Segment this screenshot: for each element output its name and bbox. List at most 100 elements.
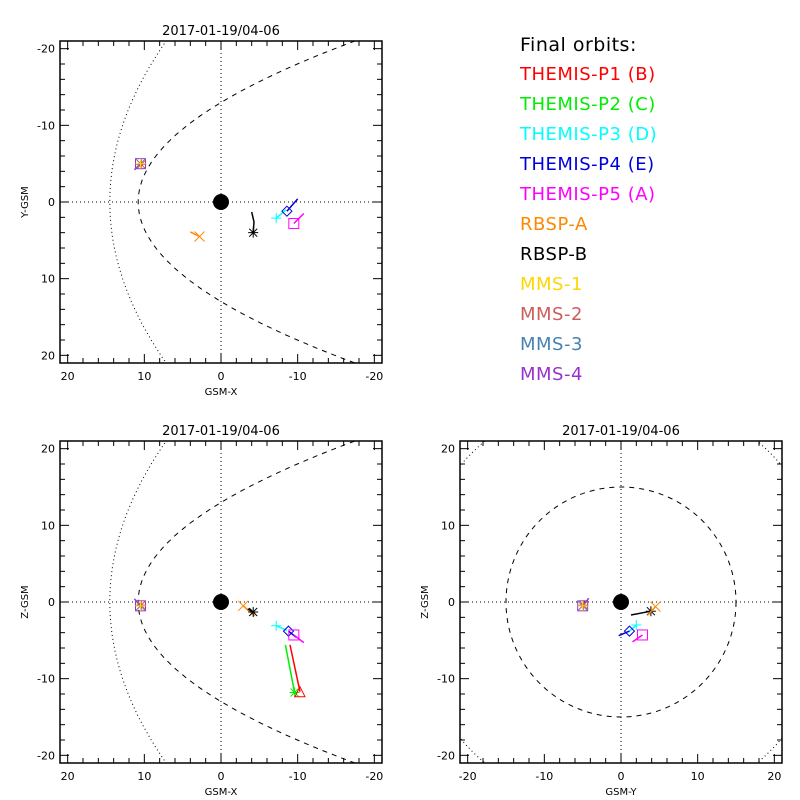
x-axis-label: GSM-Y [605, 787, 637, 798]
diamond-marker [623, 625, 636, 637]
asterisk-marker [289, 687, 300, 698]
plus-marker [631, 620, 642, 630]
x-tick-label: 20 [61, 370, 75, 383]
plot-area [460, 441, 782, 763]
x-tick-label: -10 [535, 770, 553, 783]
plus-marker [135, 158, 146, 169]
magnetopause-circle [505, 486, 737, 718]
earth-marker [213, 594, 229, 610]
y-tick-label: 20 [441, 443, 455, 456]
legend-title: Final orbits: [520, 34, 637, 56]
panel-1: 2017-01-19/04-06 GSM-X Y-GSM 20 10 0 -10 -20 -20… [20, 24, 383, 398]
legend-item-themis-p4: THEMIS-P4 (E) [520, 154, 655, 175]
legend-item-themis-p2: THEMIS-P2 (C) [520, 94, 656, 115]
x-tick-label: -20 [365, 770, 383, 783]
spacecraft-themis-p3-d [271, 209, 287, 224]
plot-area [60, 441, 382, 763]
bow-shock-circle [460, 441, 782, 763]
plot-frame [459, 440, 783, 764]
y-tick-label: 10 [441, 519, 455, 532]
spacecraft-themis-p3-d [271, 620, 288, 632]
spacecraft-themis-p4-e [281, 198, 299, 217]
spacecraft-rbsp-b [247, 606, 259, 617]
x-tick-label: -10 [289, 370, 307, 383]
x-tick-label: 0 [618, 770, 625, 783]
y-tick-label: -10 [37, 673, 55, 686]
legend-item-themis-p1: THEMIS-P1 (B) [520, 64, 656, 85]
y-tick-label: -10 [437, 673, 455, 686]
earth-marker [213, 194, 229, 210]
square-marker [288, 217, 300, 229]
earth-marker [613, 594, 629, 610]
spacecraft-themis-p1-b [289, 644, 306, 698]
ticks [60, 41, 382, 363]
y-tick-label: 20 [41, 443, 55, 456]
x-axis-label: GSM-X [205, 787, 238, 798]
spacecraft-mms-1 [135, 158, 146, 169]
asterisk-marker [136, 600, 147, 611]
triangle-marker [294, 685, 306, 698]
orbit-trail [286, 198, 299, 212]
legend-item-mms-2: MMS-2 [520, 304, 583, 325]
y-tick-label: 10 [41, 273, 55, 286]
legend-item-rbsp-a: RBSP-A [520, 214, 588, 235]
x-tick-label: 10 [137, 770, 151, 783]
spacecraft-mms-1 [577, 600, 588, 611]
x-tick-label: 20 [61, 770, 75, 783]
asterisk-marker [136, 159, 147, 170]
orbit-trail [284, 644, 296, 693]
x-axis-label: GSM-X [205, 387, 238, 398]
orbit-trail [630, 610, 652, 616]
x-tick-label: 0 [218, 770, 225, 783]
spacecraft-themis-p5-a [288, 212, 305, 229]
x-tick-label: 20 [767, 770, 781, 783]
y-tick-label: 0 [448, 596, 455, 609]
legend-item-mms-1: MMS-1 [520, 274, 583, 295]
asterisk-marker [578, 600, 589, 611]
x-tick-label: -20 [365, 370, 383, 383]
y-tick-label: 10 [41, 519, 55, 532]
plus-marker [271, 620, 282, 631]
orbit-trail [628, 624, 637, 633]
orbit-trail [189, 231, 200, 238]
spacecraft-rbsp-a [189, 231, 205, 242]
spacecraft-rbsp-a [647, 601, 661, 616]
y-tick-label: -10 [37, 119, 55, 132]
y-axis-label: Z-GSM [20, 585, 31, 618]
spacecraft-mms-1 [135, 600, 146, 611]
spacecraft-themis-p5-a [288, 629, 305, 644]
plus-marker [577, 600, 588, 611]
orbit-trail [618, 630, 630, 637]
plot-area [60, 41, 382, 363]
magnetopause-curve [137, 41, 357, 363]
x-tick-label: 0 [218, 370, 225, 383]
spacecraft-themis-p4-e [618, 625, 636, 637]
plot-frame [59, 440, 383, 764]
panel-title: 2017-01-19/04-06 [162, 424, 280, 439]
plus-marker [135, 600, 146, 611]
orbit-trail [275, 209, 287, 219]
x-tick-label: 10 [691, 770, 705, 783]
panel-3: 2017-01-19/04-06 GSM-Y Z-GSM -20 -10 0 10 20 20 1… [420, 424, 783, 798]
legend-item-mms-3: MMS-3 [520, 334, 583, 355]
y-tick-label: 20 [41, 349, 55, 362]
spacecraft-themis-p5-a [632, 629, 648, 643]
plot-frame [59, 40, 383, 364]
x-tick-label: -10 [289, 770, 307, 783]
diamond-marker [281, 205, 293, 217]
spacecraft-mms-2 [578, 600, 589, 611]
y-tick-label: 0 [48, 196, 55, 209]
spacecraft-themis-p2-c [284, 644, 300, 698]
x-tick-label: 10 [137, 370, 151, 383]
y-tick-label: -20 [37, 43, 55, 56]
legend-item-rbsp-b: RBSP-B [520, 244, 588, 265]
square-marker [636, 629, 648, 641]
legend-item-themis-p5: THEMIS-P5 (A) [520, 184, 656, 205]
panel-title: 2017-01-19/04-06 [162, 24, 280, 39]
y-axis-label: Z-GSM [420, 585, 431, 618]
spacecraft-themis-p3-d [628, 620, 642, 633]
orbit-trail [289, 644, 301, 692]
asterisk-marker [248, 606, 259, 617]
x-marker [237, 600, 249, 612]
panel-2: 2017-01-19/04-06 GSM-X Z-GSM 20 10 0 -10 -20 20 1… [20, 424, 383, 798]
